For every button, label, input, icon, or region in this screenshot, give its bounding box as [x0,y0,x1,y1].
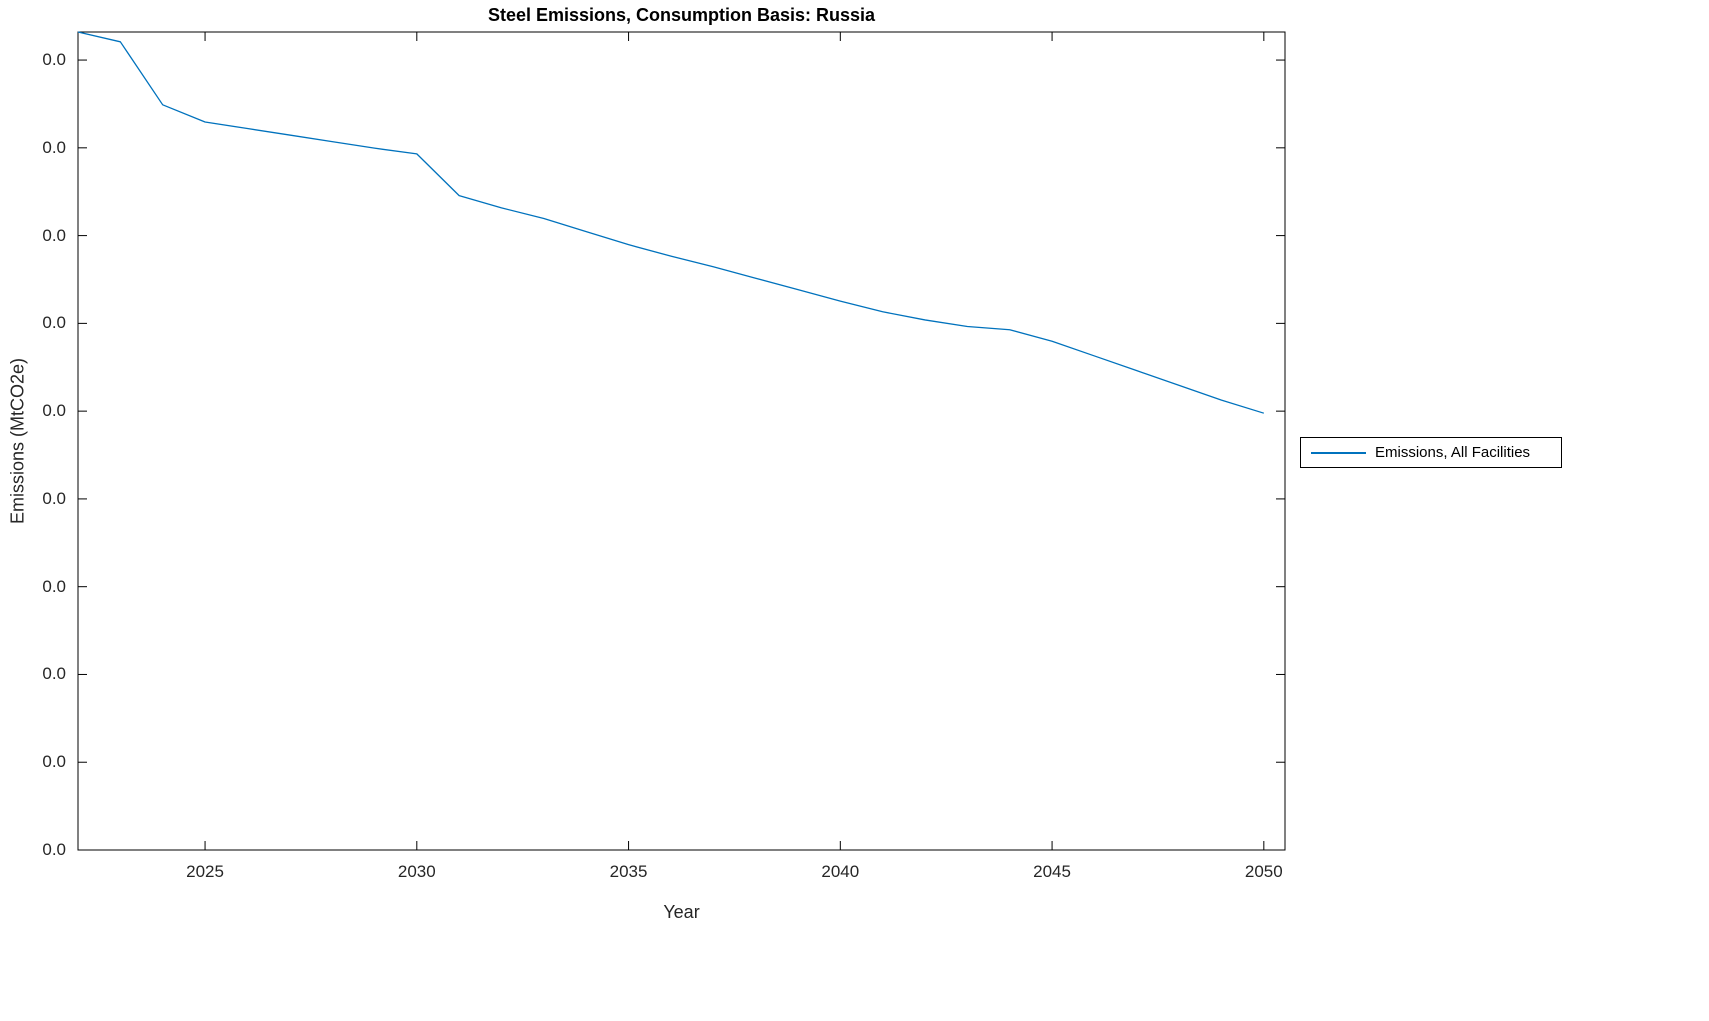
x-tick-label: 2040 [821,862,860,881]
y-axis-label: Emissions (MtCO2e) [7,357,28,525]
emissions-line [77,31,1265,414]
legend-line-sample [1311,451,1366,454]
x-tick-label: 2035 [609,862,648,881]
x-tick-label: 2050 [1244,862,1283,881]
y-tick-label: 0.0 [42,401,66,421]
x-tick-label: 2045 [1033,862,1071,881]
legend: Emissions, All Facilities [1300,437,1562,468]
y-tick-label: 0.0 [42,664,66,684]
y-tick-label: 0.0 [42,313,66,333]
axes-box [77,31,1286,851]
x-axis-label: Year [663,902,700,922]
x-tick-label: 2030 [397,862,436,881]
y-tick-label: 0.0 [42,576,66,596]
y-tick-label: 0.0 [42,50,66,70]
y-tick-label: 0.0 [42,137,66,157]
y-tick-label: 0.0 [42,488,66,508]
y-tick-label: 0.0 [42,752,66,772]
x-tick-label: 2025 [186,862,224,881]
chart-title: Steel Emissions, Consumption Basis: Russ… [487,5,876,25]
y-tick-label: 0.0 [42,225,66,245]
y-tick-label: 0.0 [42,840,66,859]
legend-label: Emissions, All Facilities [1375,444,1531,461]
